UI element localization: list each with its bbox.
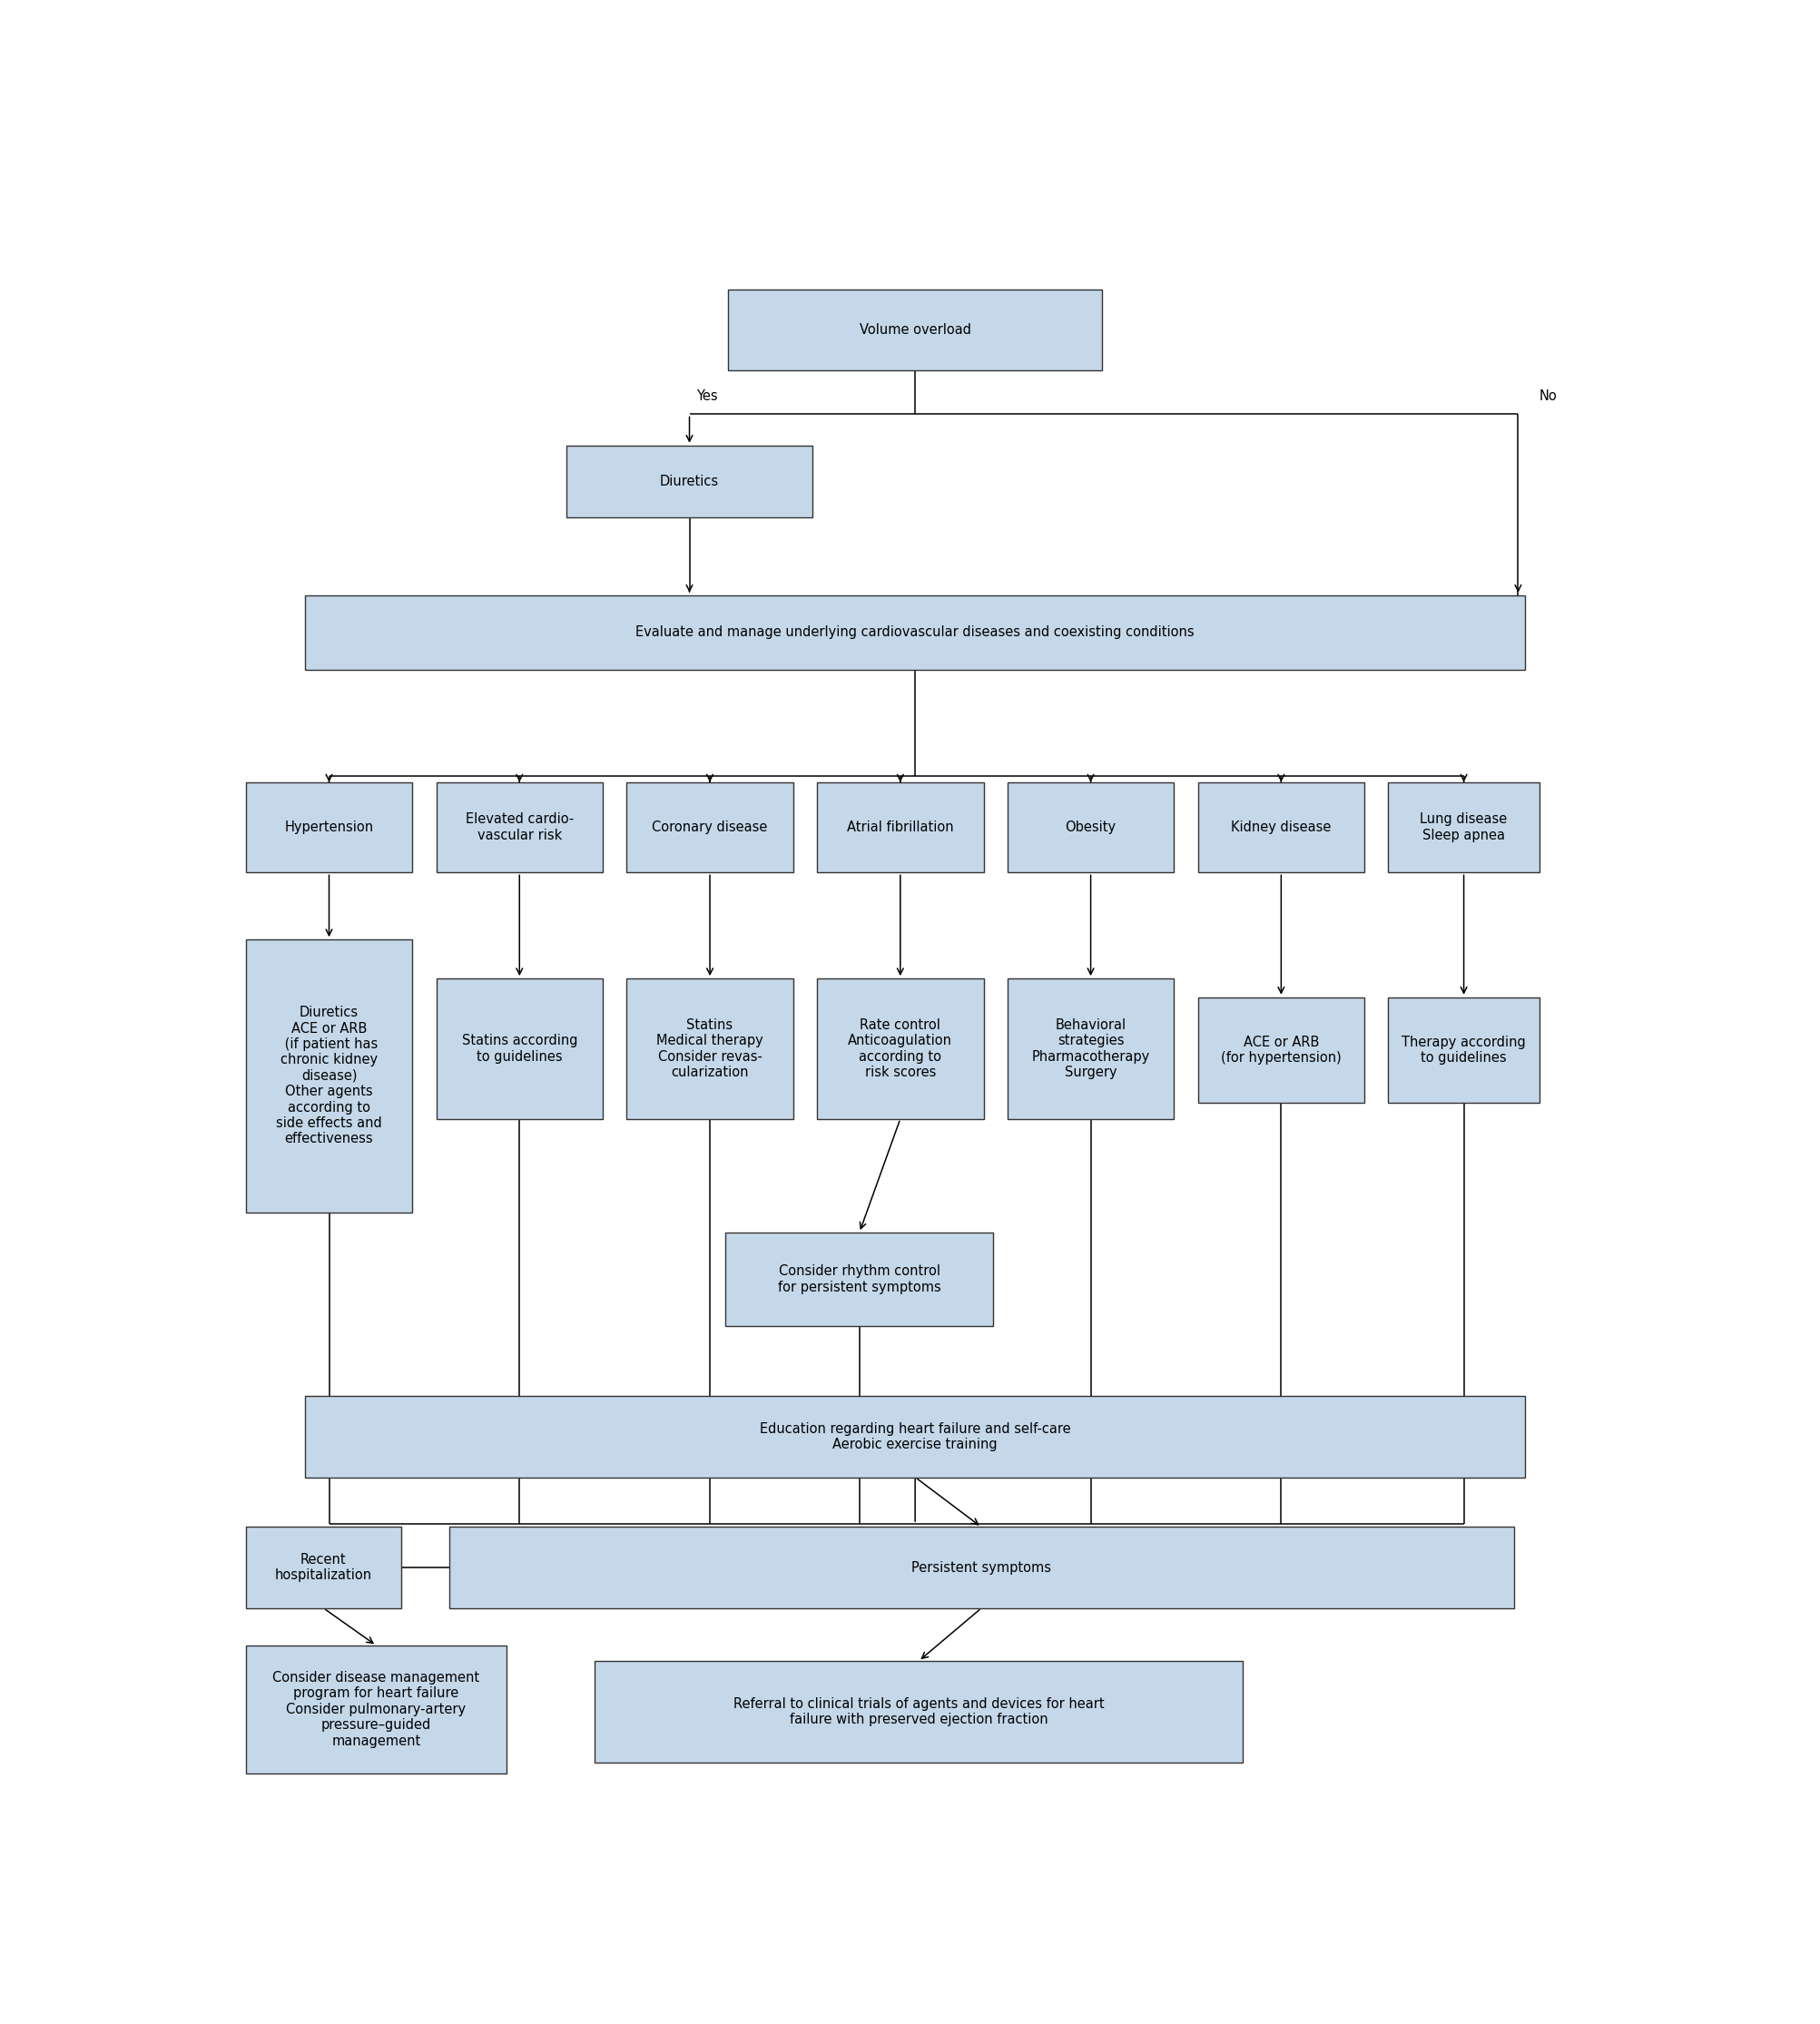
FancyBboxPatch shape (246, 781, 413, 872)
Text: Evaluate and manage underlying cardiovascular diseases and coexisting conditions: Evaluate and manage underlying cardiovas… (635, 625, 1194, 640)
Text: Behavioral
strategies
Pharmacotherapy
Surgery: Behavioral strategies Pharmacotherapy Su… (1032, 1018, 1150, 1079)
Text: Kidney disease: Kidney disease (1230, 820, 1330, 834)
Text: Consider rhythm control
for persistent symptoms: Consider rhythm control for persistent s… (777, 1265, 941, 1293)
Text: Recent
hospitalization: Recent hospitalization (275, 1552, 371, 1583)
Text: Yes: Yes (697, 391, 717, 403)
Text: Referral to clinical trials of agents and devices for heart
failure with preserv: Referral to clinical trials of agents an… (733, 1696, 1105, 1726)
FancyBboxPatch shape (306, 1397, 1525, 1478)
Text: Atrial fibrillation: Atrial fibrillation (846, 820, 954, 834)
FancyBboxPatch shape (1389, 998, 1540, 1103)
Text: ACE or ARB
(for hypertension): ACE or ARB (for hypertension) (1221, 1036, 1341, 1065)
Text: Consider disease management
program for heart failure
Consider pulmonary-artery
: Consider disease management program for … (273, 1672, 480, 1749)
FancyBboxPatch shape (450, 1526, 1514, 1609)
Text: Statins according
to guidelines: Statins according to guidelines (462, 1034, 577, 1063)
Text: Elevated cardio-
vascular risk: Elevated cardio- vascular risk (466, 812, 573, 842)
FancyBboxPatch shape (1008, 781, 1174, 872)
Text: Rate control
Anticoagulation
according to
risk scores: Rate control Anticoagulation according t… (848, 1018, 952, 1079)
Text: Diuretics: Diuretics (661, 474, 719, 488)
FancyBboxPatch shape (246, 1646, 506, 1773)
Text: Lung disease
Sleep apnea: Lung disease Sleep apnea (1420, 812, 1507, 842)
Text: Coronary disease: Coronary disease (652, 820, 768, 834)
Text: Statins
Medical therapy
Consider revas-
cularization: Statins Medical therapy Consider revas- … (657, 1018, 763, 1079)
FancyBboxPatch shape (1389, 781, 1540, 872)
FancyBboxPatch shape (1198, 998, 1365, 1103)
Text: Hypertension: Hypertension (284, 820, 373, 834)
Text: Diuretics
ACE or ARB
 (if patient has
chronic kidney
disease)
Other agents
accor: Diuretics ACE or ARB (if patient has chr… (277, 1006, 382, 1146)
Text: Persistent symptoms: Persistent symptoms (912, 1561, 1052, 1575)
FancyBboxPatch shape (817, 978, 983, 1119)
FancyBboxPatch shape (246, 1526, 400, 1609)
Text: Education regarding heart failure and self-care
Aerobic exercise training: Education regarding heart failure and se… (759, 1423, 1070, 1451)
FancyBboxPatch shape (726, 1233, 994, 1326)
FancyBboxPatch shape (817, 781, 983, 872)
FancyBboxPatch shape (437, 978, 602, 1119)
Text: No: No (1540, 391, 1558, 403)
Text: Therapy according
to guidelines: Therapy according to guidelines (1401, 1036, 1525, 1065)
FancyBboxPatch shape (566, 445, 814, 518)
FancyBboxPatch shape (593, 1662, 1243, 1763)
FancyBboxPatch shape (1198, 781, 1365, 872)
FancyBboxPatch shape (1008, 978, 1174, 1119)
Text: Volume overload: Volume overload (859, 324, 970, 336)
FancyBboxPatch shape (626, 978, 794, 1119)
FancyBboxPatch shape (437, 781, 602, 872)
FancyBboxPatch shape (728, 289, 1103, 370)
FancyBboxPatch shape (246, 939, 413, 1212)
Text: Obesity: Obesity (1065, 820, 1116, 834)
FancyBboxPatch shape (626, 781, 794, 872)
FancyBboxPatch shape (306, 595, 1525, 670)
